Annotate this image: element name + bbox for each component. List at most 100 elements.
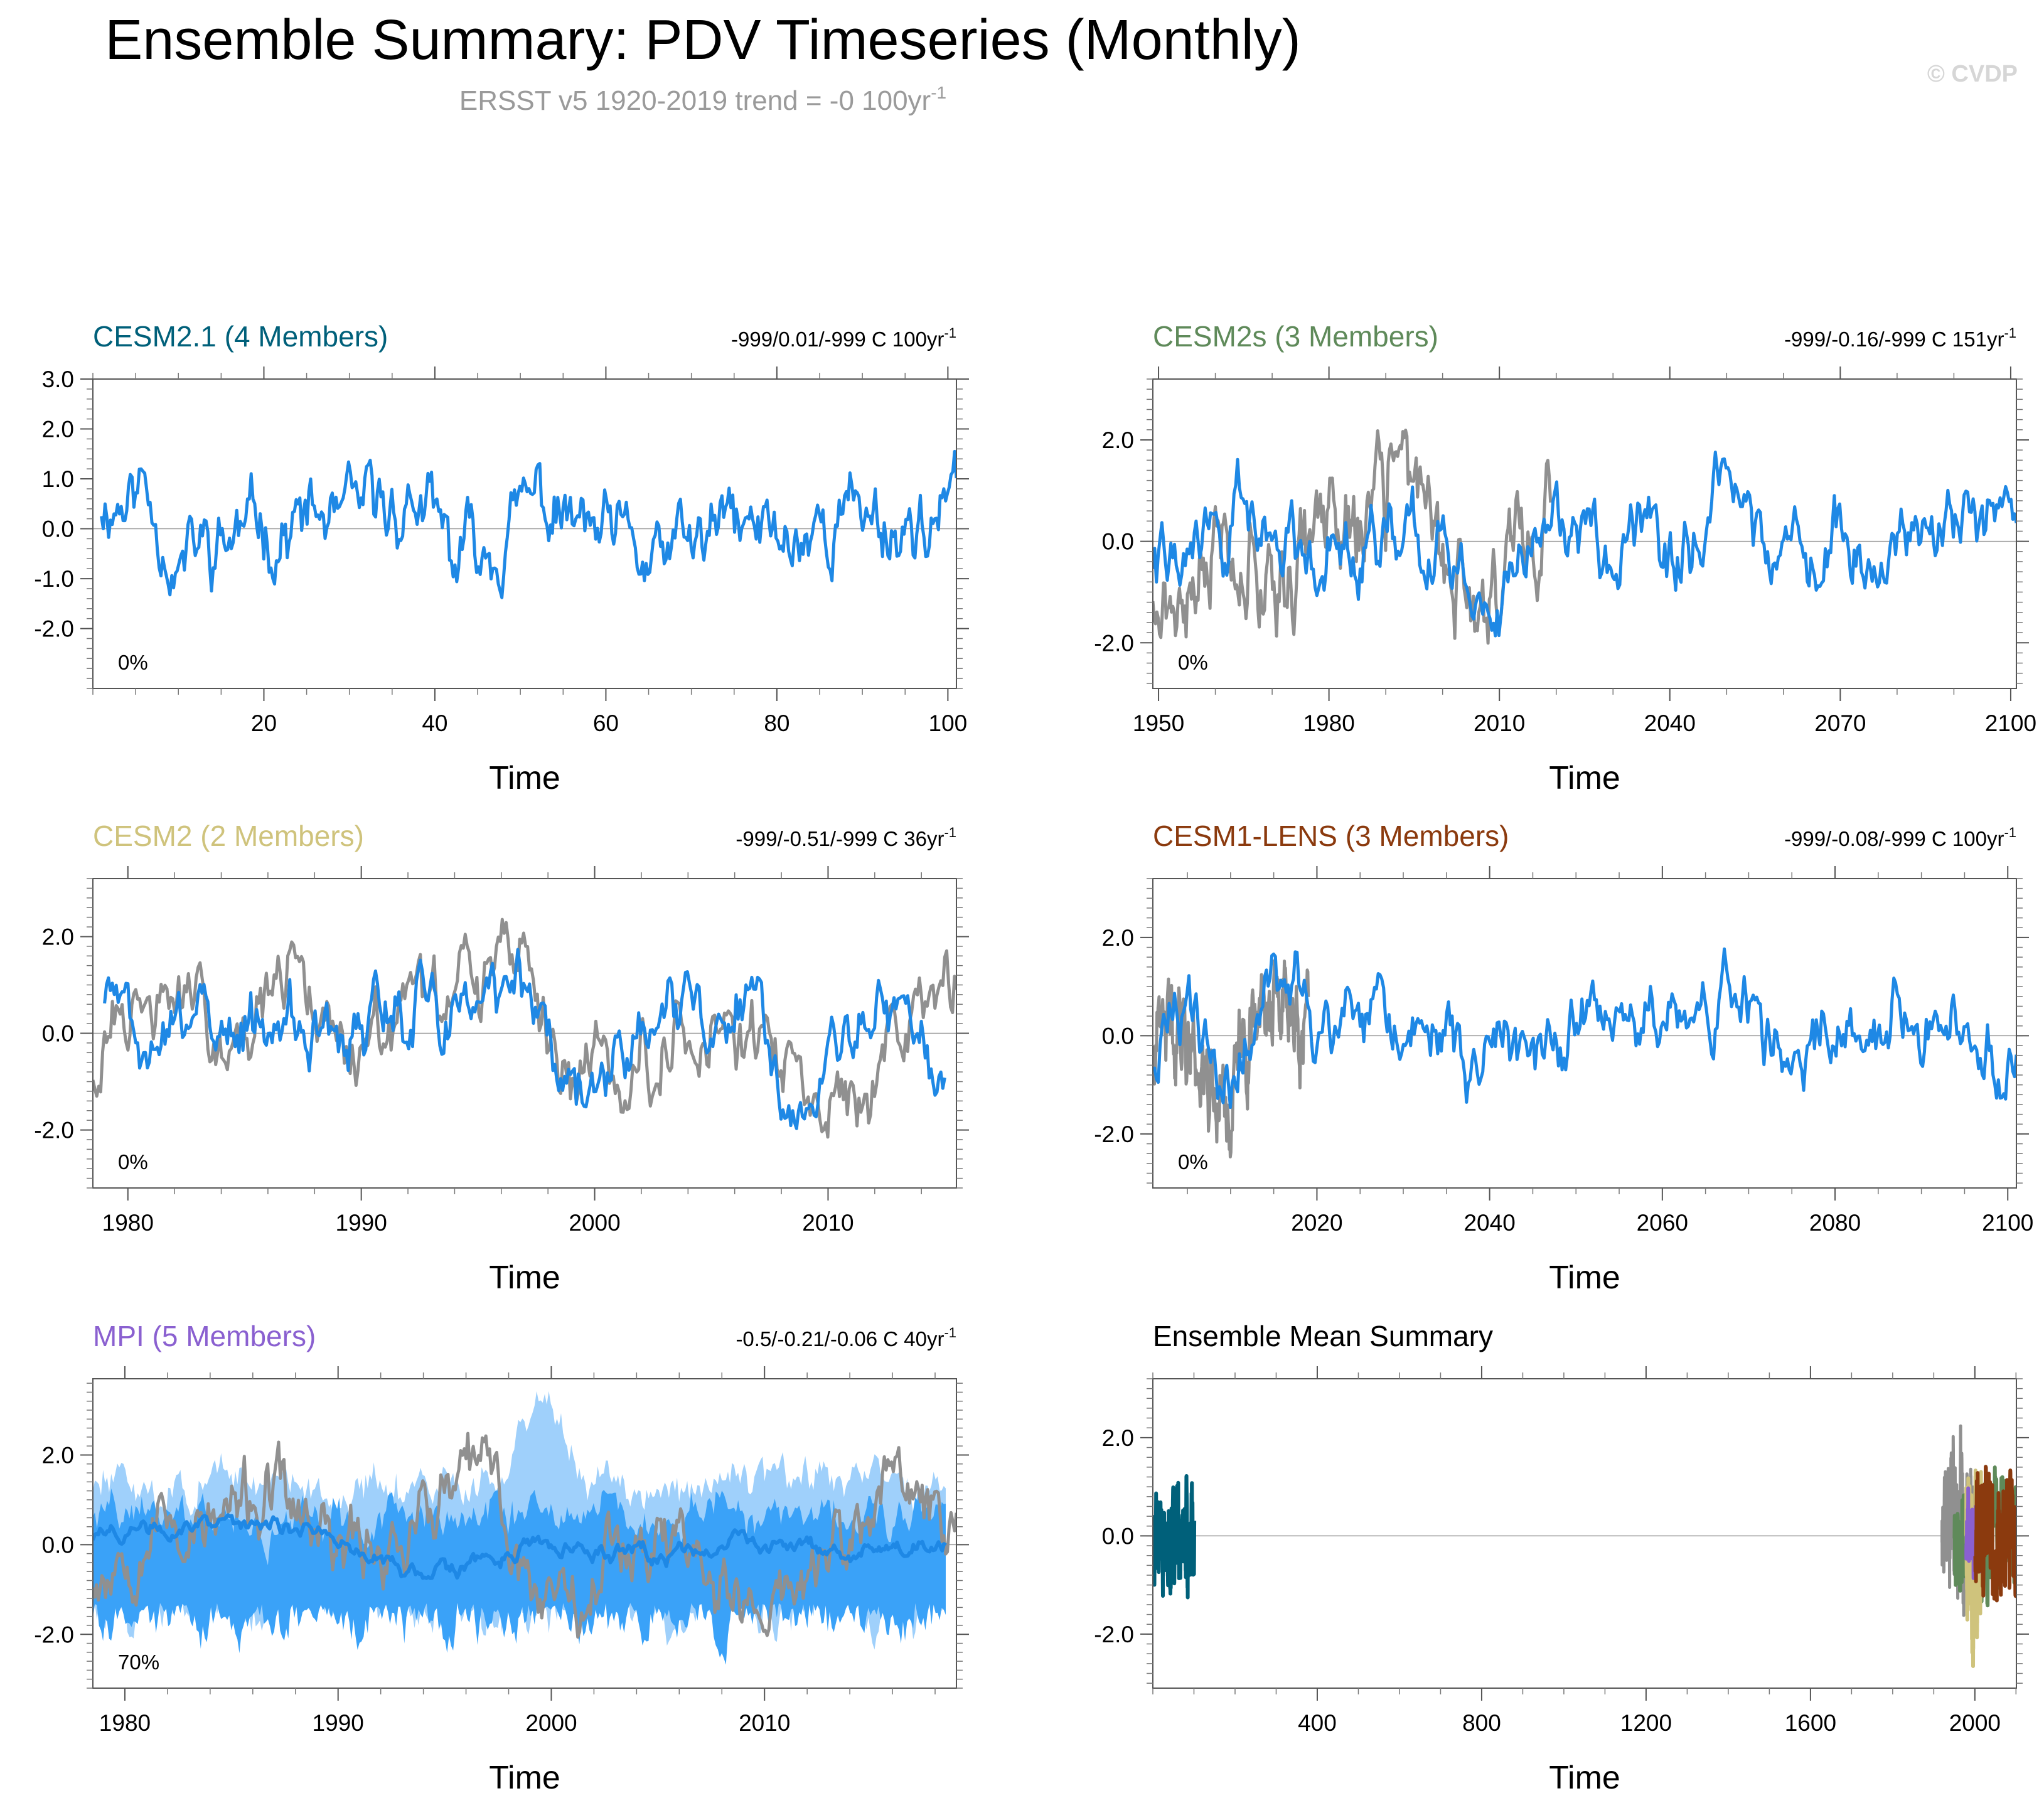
- panel-summary: Ensemble Mean Summary 2.0 0.0 -2.0 400 800 120…: [1094, 1320, 2029, 1796]
- panel-stats-superscript: -1: [944, 825, 956, 840]
- y-tick-label: 2.0: [1102, 925, 1134, 951]
- x-tick-label: 1980: [102, 1210, 154, 1236]
- x-tick-label: 2100: [1982, 1210, 2033, 1236]
- panel-title: CESM2 (2 Members): [93, 820, 364, 852]
- x-tick-label: 1990: [313, 1710, 364, 1736]
- panel-stats-text: -0.5/-0.21/-0.06 C 40yr: [736, 1327, 944, 1351]
- plot-frame: [1152, 878, 2017, 1189]
- series-ersst-v5: [93, 1431, 956, 1639]
- plot-data-cesm2s: [1153, 429, 2016, 645]
- x-tick-label: 2080: [1809, 1210, 1861, 1236]
- x-tick-label: 1950: [1133, 710, 1184, 736]
- subtitle-superscript: -1: [931, 83, 946, 102]
- y-tick-label: -2.0: [34, 1622, 74, 1647]
- panel-stats: -999/-0.16/-999 C 151yr-1: [1784, 325, 2016, 351]
- series-ersst-v5: [93, 917, 956, 1139]
- y-tick-label: 2.0: [42, 924, 74, 949]
- x-axis-label: Time: [1549, 760, 1620, 796]
- panel-title: Ensemble Mean Summary: [1153, 1320, 1493, 1352]
- x-axis-label: Time: [1549, 1260, 1620, 1296]
- panel-stats-text: -999/-0.16/-999 C 151yr: [1784, 328, 2004, 351]
- y-tick-label: 0.0: [1102, 1523, 1134, 1549]
- y-tick-label: 0.0: [1102, 1023, 1134, 1049]
- x-tick-label: 2010: [739, 1710, 790, 1736]
- x-tick-label: 400: [1298, 1710, 1337, 1736]
- panel-cesm21: CESM2.1 (4 Members) -999/0.01/-999 C 100y…: [34, 320, 969, 796]
- panel-cesm1: CESM1-LENS (3 Members) -999/-0.08/-999 C …: [1094, 820, 2033, 1296]
- series-ensemble-mean: [1153, 451, 2016, 638]
- x-tick-label: 2010: [1474, 710, 1525, 736]
- series-ensemble-mean: [1153, 947, 2016, 1110]
- y-tick-label: 0.0: [42, 516, 74, 542]
- x-tick-label: 1200: [1620, 1710, 1672, 1736]
- percent-label: 0%: [118, 1150, 148, 1174]
- y-tick-label: -2.0: [1094, 1121, 1134, 1147]
- y-tick-label: -1.0: [34, 566, 74, 592]
- x-axis-label: Time: [489, 760, 560, 796]
- plot-data-cesm21: [93, 449, 956, 599]
- y-tick-label: 2.0: [1102, 427, 1134, 453]
- x-tick-label: 100: [929, 710, 968, 736]
- y-tick-label: -2.0: [34, 1118, 74, 1143]
- panel-stats-text: -999/0.01/-999 C 100yr: [731, 328, 944, 351]
- y-tick-label: 2.0: [42, 417, 74, 442]
- x-tick-label: 1600: [1785, 1710, 1836, 1736]
- series-ensemble-mean: [93, 1513, 947, 1580]
- plot-frame: [92, 378, 957, 689]
- x-tick-label: 800: [1462, 1710, 1501, 1736]
- y-tick-label: 3.0: [42, 366, 74, 392]
- y-tick-label: 1.0: [42, 466, 74, 492]
- x-tick-label: 2040: [1644, 710, 1696, 736]
- plot-data-cesm2: [93, 917, 956, 1139]
- series-ensemble-mean: [100, 449, 956, 599]
- figure-subtitle: ERSST v5 1920-2019 trend = -0 100yr-1: [459, 83, 946, 116]
- panel-title: CESM2.1 (4 Members): [93, 320, 388, 353]
- panel-cesm2: CESM2 (2 Members) -999/-0.51/-999 C 36yr-…: [34, 820, 969, 1296]
- plot-frame: [1152, 378, 2017, 689]
- x-axis-label: Time: [489, 1760, 560, 1796]
- percent-label: 0%: [118, 651, 148, 674]
- percent-label: 0%: [1178, 1150, 1208, 1174]
- y-tick-label: -2.0: [1094, 1622, 1134, 1647]
- series-ersst-v5: [1153, 959, 1310, 1158]
- percent-label: 70%: [118, 1650, 159, 1674]
- series-cesm2-1: [1153, 1474, 1197, 1600]
- y-tick-label: 0.0: [42, 1532, 74, 1558]
- panel-stats: -0.5/-0.21/-0.06 C 40yr-1: [736, 1325, 956, 1351]
- x-tick-label: 20: [251, 710, 277, 736]
- panel-stats-superscript: -1: [2004, 325, 2016, 341]
- x-tick-label: 2000: [569, 1210, 620, 1236]
- x-tick-label: 2010: [802, 1210, 853, 1236]
- panel-cesm2s: CESM2s (3 Members) -999/-0.16/-999 C 151y…: [1094, 320, 2036, 796]
- panel-mpi: MPI (5 Members) -0.5/-0.21/-0.06 C 40yr-1…: [34, 1320, 969, 1796]
- plot-data-mpi: [93, 1391, 956, 1665]
- x-tick-label: 2060: [1637, 1210, 1688, 1236]
- x-tick-label: 1980: [1303, 710, 1354, 736]
- panel-stats-text: -999/-0.51/-999 C 36yr: [736, 827, 944, 850]
- percent-label: 0%: [1178, 651, 1208, 674]
- panel-stats-text: -999/-0.08/-999 C 100yr: [1784, 827, 2004, 850]
- y-tick-label: 2.0: [1102, 1425, 1134, 1451]
- panel-stats: -999/0.01/-999 C 100yr-1: [731, 325, 956, 351]
- x-tick-label: 40: [422, 710, 447, 736]
- panel-stats-superscript: -1: [944, 1325, 956, 1340]
- x-tick-label: 1990: [336, 1210, 387, 1236]
- x-tick-label: 2020: [1291, 1210, 1342, 1236]
- panel-stats-superscript: -1: [2004, 825, 2016, 840]
- x-tick-label: 60: [593, 710, 619, 736]
- x-tick-label: 2100: [1985, 710, 2036, 736]
- x-tick-label: 2070: [1814, 710, 1866, 736]
- plot-data-summary: [1153, 1424, 2016, 1668]
- y-tick-label: -2.0: [1094, 630, 1134, 656]
- y-tick-label: -2.0: [34, 616, 74, 642]
- y-tick-label: 2.0: [42, 1442, 74, 1468]
- y-tick-label: 0.0: [42, 1021, 74, 1047]
- x-tick-label: 2000: [1949, 1710, 2001, 1736]
- panel-stats-superscript: -1: [944, 325, 956, 341]
- x-axis-label: Time: [1549, 1760, 1620, 1796]
- x-tick-label: 1980: [99, 1710, 151, 1736]
- panel-title: CESM2s (3 Members): [1153, 320, 1438, 353]
- x-tick-label: 2040: [1463, 1210, 1515, 1236]
- panel-stats: -999/-0.51/-999 C 36yr-1: [736, 825, 956, 850]
